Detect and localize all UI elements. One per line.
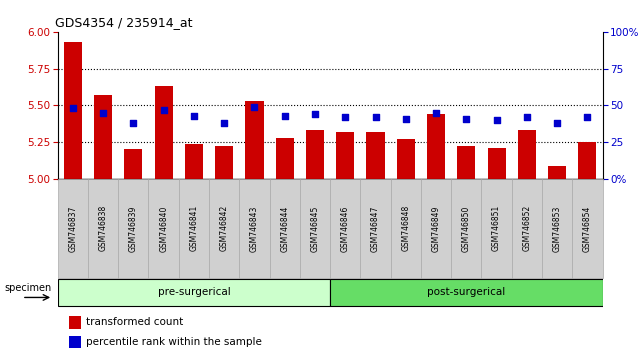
Point [552, 120, 562, 126]
Text: GSM746848: GSM746848 [401, 205, 410, 251]
Text: post-surgerical: post-surgerical [427, 287, 506, 297]
Bar [215, 147, 233, 179]
Point [219, 120, 229, 126]
Bar [390, 179, 421, 278]
Point [128, 120, 138, 126]
Point [279, 113, 290, 119]
Bar [488, 148, 506, 179]
Bar [246, 101, 263, 179]
Text: specimen: specimen [4, 284, 52, 293]
Bar [209, 179, 239, 278]
Text: GSM746852: GSM746852 [522, 205, 531, 251]
Bar [397, 139, 415, 179]
Text: GSM746853: GSM746853 [553, 205, 562, 252]
Bar [276, 138, 294, 179]
Bar [518, 130, 536, 179]
Bar [481, 179, 512, 278]
Point [249, 104, 260, 110]
Text: GSM746842: GSM746842 [220, 205, 229, 251]
Point [492, 117, 502, 123]
Bar [58, 279, 330, 307]
Bar [88, 179, 118, 278]
Point [370, 114, 381, 120]
Bar [336, 132, 354, 179]
Text: percentile rank within the sample: percentile rank within the sample [86, 337, 262, 347]
Bar [330, 279, 603, 307]
Text: GSM746847: GSM746847 [371, 205, 380, 252]
Text: GSM746840: GSM746840 [159, 205, 168, 252]
Bar [330, 179, 360, 278]
Point [310, 111, 320, 117]
Bar [179, 179, 209, 278]
Bar [63, 42, 82, 179]
Text: transformed count: transformed count [86, 317, 183, 327]
Point [462, 116, 472, 121]
Bar [185, 143, 203, 179]
Text: GSM746841: GSM746841 [189, 205, 199, 251]
Bar [239, 179, 270, 278]
Text: GSM746839: GSM746839 [129, 205, 138, 252]
Point [401, 116, 411, 121]
Text: GSM746850: GSM746850 [462, 205, 471, 252]
Bar [69, 316, 81, 329]
Bar [124, 149, 142, 179]
Bar [421, 179, 451, 278]
Bar [457, 147, 476, 179]
Text: pre-surgerical: pre-surgerical [158, 287, 230, 297]
Text: GSM746843: GSM746843 [250, 205, 259, 252]
Bar [542, 179, 572, 278]
Bar [367, 132, 385, 179]
Point [340, 114, 351, 120]
Point [98, 110, 108, 115]
Bar [58, 179, 88, 278]
Bar [512, 179, 542, 278]
Bar [149, 179, 179, 278]
Text: GDS4354 / 235914_at: GDS4354 / 235914_at [55, 16, 192, 29]
Text: GSM746845: GSM746845 [310, 205, 319, 252]
Text: GSM746837: GSM746837 [69, 205, 78, 252]
Text: GSM746854: GSM746854 [583, 205, 592, 252]
Point [522, 114, 532, 120]
Bar [270, 179, 300, 278]
Bar [118, 179, 149, 278]
Text: GSM746851: GSM746851 [492, 205, 501, 251]
Bar [306, 130, 324, 179]
Text: GSM746838: GSM746838 [99, 205, 108, 251]
Bar [69, 336, 81, 348]
Bar [578, 142, 597, 179]
Bar [548, 166, 566, 179]
Text: GSM746846: GSM746846 [341, 205, 350, 252]
Bar [300, 179, 330, 278]
Bar [94, 95, 112, 179]
Bar [360, 179, 390, 278]
Point [68, 105, 78, 111]
Bar [451, 179, 481, 278]
Bar [427, 114, 445, 179]
Point [189, 113, 199, 119]
Text: GSM746844: GSM746844 [280, 205, 289, 252]
Point [431, 110, 441, 115]
Bar [572, 179, 603, 278]
Text: GSM746849: GSM746849 [431, 205, 440, 252]
Point [582, 114, 592, 120]
Point [158, 107, 169, 113]
Bar [154, 86, 172, 179]
